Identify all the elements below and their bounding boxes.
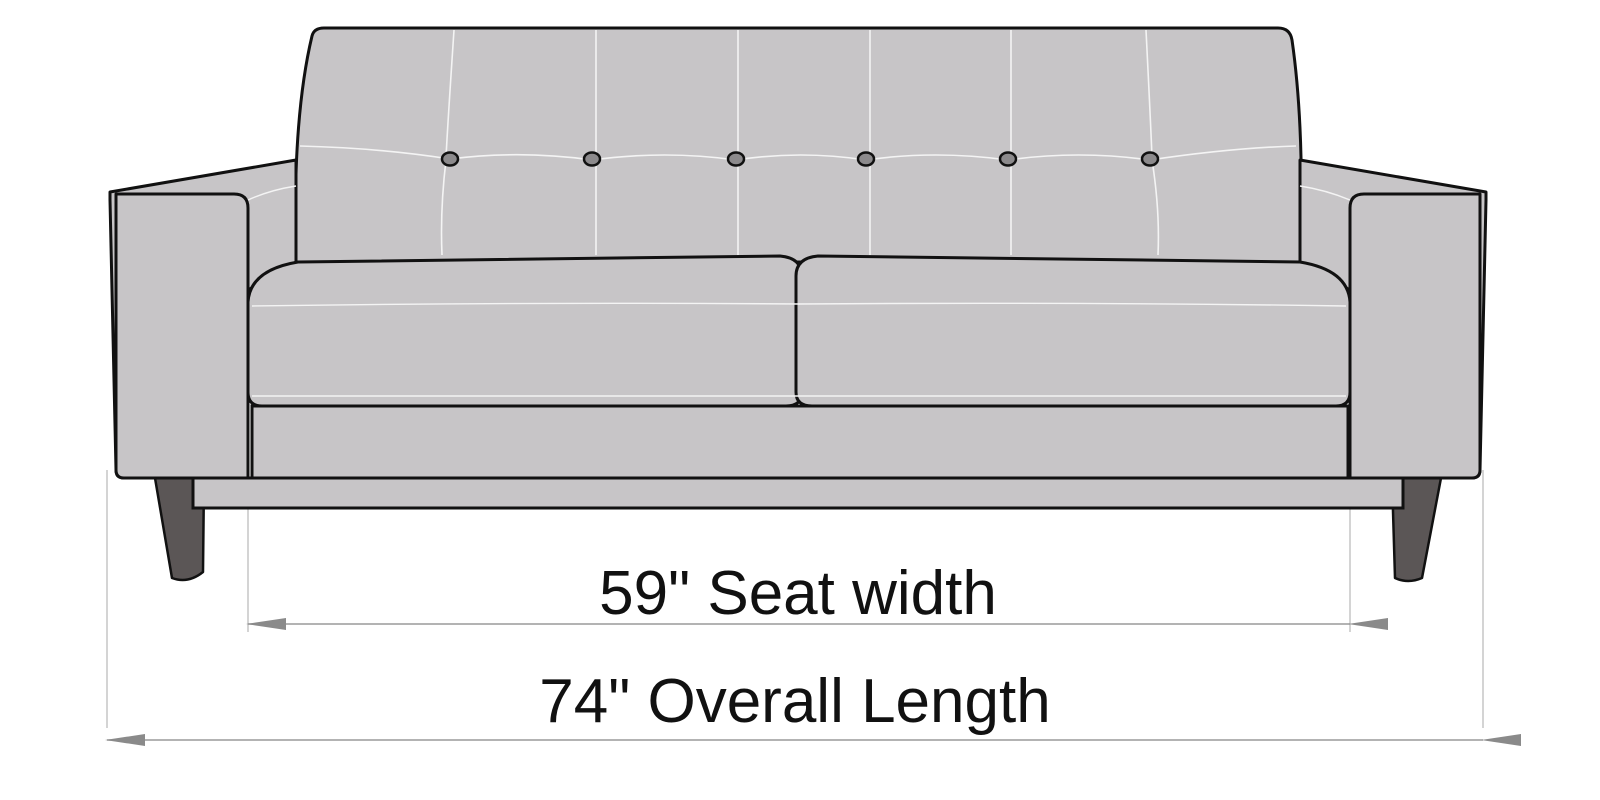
overall-length-label: 74" Overall Length (539, 667, 1050, 736)
tufting-button (582, 151, 602, 167)
right-arm (1298, 158, 1488, 480)
tufting-button (440, 151, 460, 167)
cushion-welts (251, 302, 1347, 397)
tufting-button (998, 151, 1018, 167)
right-seat-cushion (794, 254, 1352, 408)
left-arm (108, 158, 298, 480)
seat-width-dimension: 59" Seat width (246, 559, 1388, 630)
overall-length-dimension: 74" Overall Length (105, 667, 1521, 746)
tufting-button (726, 151, 746, 167)
left-seat-cushion (246, 254, 804, 408)
seat-width-label: 59" Seat width (599, 559, 997, 628)
seat-front-rail (250, 404, 1350, 480)
tuft-seams (299, 29, 1297, 256)
backrest (293, 26, 1303, 264)
base-plinth (191, 476, 1405, 510)
tufting-button (1140, 151, 1160, 167)
tufting-button (856, 151, 876, 167)
seat-cushions (246, 254, 1352, 408)
tufting-buttons (440, 151, 1160, 167)
